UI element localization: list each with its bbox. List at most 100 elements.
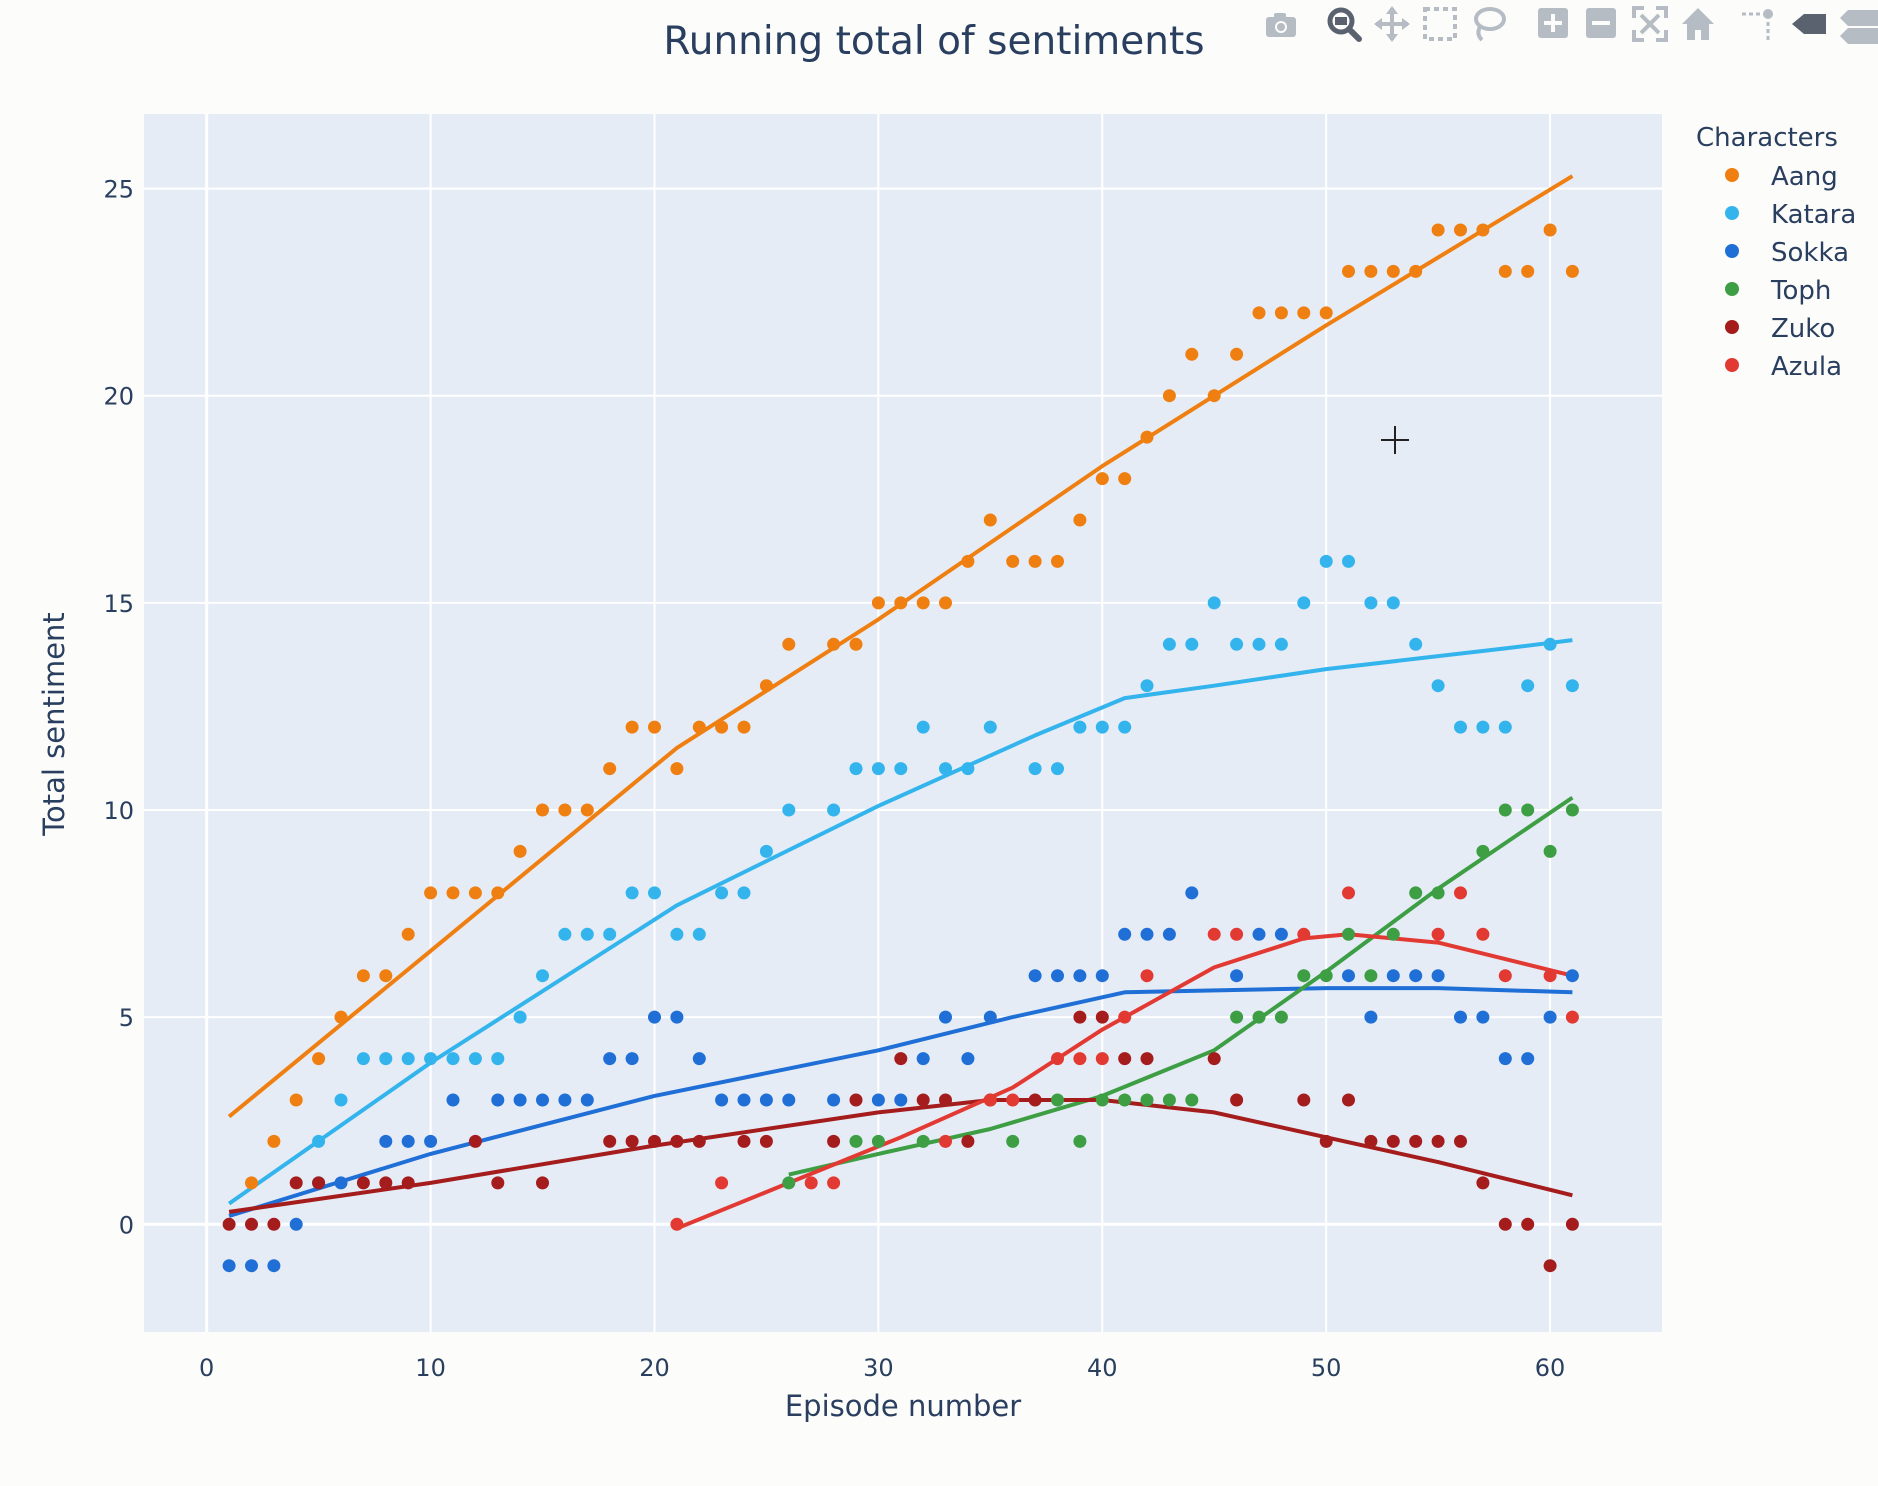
data-point-toph <box>849 1134 863 1148</box>
y-tick-labels: 0 5 10 15 20 25 <box>103 176 134 1240</box>
data-point-azula <box>670 1217 684 1231</box>
legend-marker-azula[interactable] <box>1725 358 1739 372</box>
data-point-sokka <box>983 1010 997 1024</box>
data-point-zuko <box>267 1217 281 1231</box>
x-tick-label: 40 <box>1087 1354 1118 1382</box>
data-point-sokka <box>715 1093 729 1107</box>
data-point-zuko <box>916 1093 930 1107</box>
data-point-katara <box>1498 720 1512 734</box>
data-point-aang <box>1454 223 1467 237</box>
legend-marker-sokka[interactable] <box>1725 244 1739 258</box>
data-point-sokka <box>1409 969 1423 983</box>
x-tick-label: 0 <box>199 1354 214 1382</box>
data-point-aang <box>692 720 706 734</box>
data-point-toph <box>871 1134 885 1148</box>
x-tick-label: 30 <box>863 1354 894 1382</box>
data-point-sokka <box>871 1093 885 1107</box>
data-point-zuko <box>356 1176 370 1190</box>
data-point-katara <box>894 762 908 776</box>
data-point-sokka <box>401 1134 415 1148</box>
data-point-katara <box>446 1052 460 1066</box>
data-point-sokka <box>1386 969 1400 983</box>
y-tick-label: 5 <box>119 1004 134 1032</box>
legend-marker-katara[interactable] <box>1725 206 1739 220</box>
zoom-in-icon[interactable] <box>1538 8 1568 38</box>
legend-marker-toph[interactable] <box>1725 282 1739 296</box>
data-point-aang <box>267 1134 281 1148</box>
hover-closest-icon[interactable] <box>1792 14 1826 34</box>
data-point-zuko <box>827 1134 841 1148</box>
pan-icon[interactable] <box>1374 6 1410 42</box>
data-point-aang <box>916 596 930 610</box>
data-point-azula <box>1543 969 1557 983</box>
data-point-toph <box>1364 969 1378 983</box>
data-point-zuko <box>603 1134 617 1148</box>
lasso-icon[interactable] <box>1474 7 1506 42</box>
data-point-katara <box>1364 596 1378 610</box>
y-tick-label: 25 <box>103 176 134 204</box>
data-point-zuko <box>222 1217 236 1231</box>
data-point-aang <box>401 927 415 941</box>
trend-line-katara <box>227 638 1573 1206</box>
data-point-toph <box>1319 969 1333 983</box>
zoom-out-icon[interactable] <box>1586 8 1616 38</box>
data-point-sokka <box>1274 927 1288 941</box>
data-point-zuko <box>894 1052 908 1066</box>
data-point-toph <box>782 1176 796 1190</box>
data-point-katara <box>1051 762 1064 776</box>
data-point-aang <box>670 762 684 776</box>
data-point-katara <box>1386 596 1400 610</box>
legend-label-aang[interactable]: Aang <box>1771 162 1838 192</box>
data-point-sokka <box>1051 969 1064 983</box>
data-point-katara <box>715 886 729 900</box>
box-select-icon[interactable] <box>1423 7 1457 41</box>
data-point-sokka <box>939 1010 952 1024</box>
autoscale-icon[interactable] <box>1632 6 1668 42</box>
data-point-sokka <box>1431 969 1445 983</box>
data-point-azula <box>1476 927 1490 941</box>
data-point-zuko <box>1319 1134 1333 1148</box>
data-point-toph <box>1386 927 1400 941</box>
legend-label-sokka[interactable]: Sokka <box>1771 238 1849 268</box>
data-point-aang <box>849 637 863 651</box>
legend-marker-aang[interactable] <box>1725 168 1739 182</box>
data-point-aang <box>1207 389 1221 403</box>
legend-marker-zuko[interactable] <box>1725 320 1739 334</box>
data-point-sokka <box>1498 1052 1512 1066</box>
x-tick-label: 50 <box>1311 1354 1342 1382</box>
data-point-sokka <box>894 1093 908 1107</box>
data-point-sokka <box>1118 927 1132 941</box>
data-point-azula <box>983 1093 997 1107</box>
data-point-sokka <box>379 1134 393 1148</box>
legend: Characters Aang Katara Sokka Toph Zuko Azula <box>1696 123 1856 382</box>
data-point-toph <box>1498 803 1512 817</box>
data-point-aang <box>939 596 952 610</box>
legend-label-zuko[interactable]: Zuko <box>1771 314 1835 344</box>
data-point-azula <box>1454 886 1467 900</box>
zoom-icon[interactable] <box>1326 6 1362 42</box>
camera-icon[interactable] <box>1264 8 1298 42</box>
x-tick-label: 10 <box>415 1354 446 1382</box>
data-point-sokka <box>1162 927 1176 941</box>
data-point-azula <box>939 1134 952 1148</box>
data-point-aang <box>1431 223 1445 237</box>
legend-label-toph[interactable]: Toph <box>1770 276 1831 306</box>
legend-label-azula[interactable]: Azula <box>1771 352 1842 382</box>
hover-compare-icon[interactable] <box>1840 10 1878 44</box>
spike-lines-icon[interactable] <box>1742 9 1773 40</box>
data-point-zuko <box>312 1176 326 1190</box>
modebar[interactable] <box>1264 6 1878 44</box>
data-point-katara <box>1118 720 1132 734</box>
legend-label-katara[interactable]: Katara <box>1771 200 1856 230</box>
data-point-toph <box>1051 1093 1064 1107</box>
data-point-azula <box>827 1176 841 1190</box>
data-point-zuko <box>670 1134 684 1148</box>
data-point-katara <box>871 762 885 776</box>
y-tick-label: 15 <box>103 590 134 618</box>
data-point-zuko <box>648 1134 661 1148</box>
data-point-toph <box>1073 1134 1087 1148</box>
reset-axes-icon[interactable] <box>1682 8 1714 40</box>
data-point-katara <box>1476 720 1490 734</box>
data-point-sokka <box>245 1259 258 1273</box>
data-point-toph <box>916 1134 930 1148</box>
